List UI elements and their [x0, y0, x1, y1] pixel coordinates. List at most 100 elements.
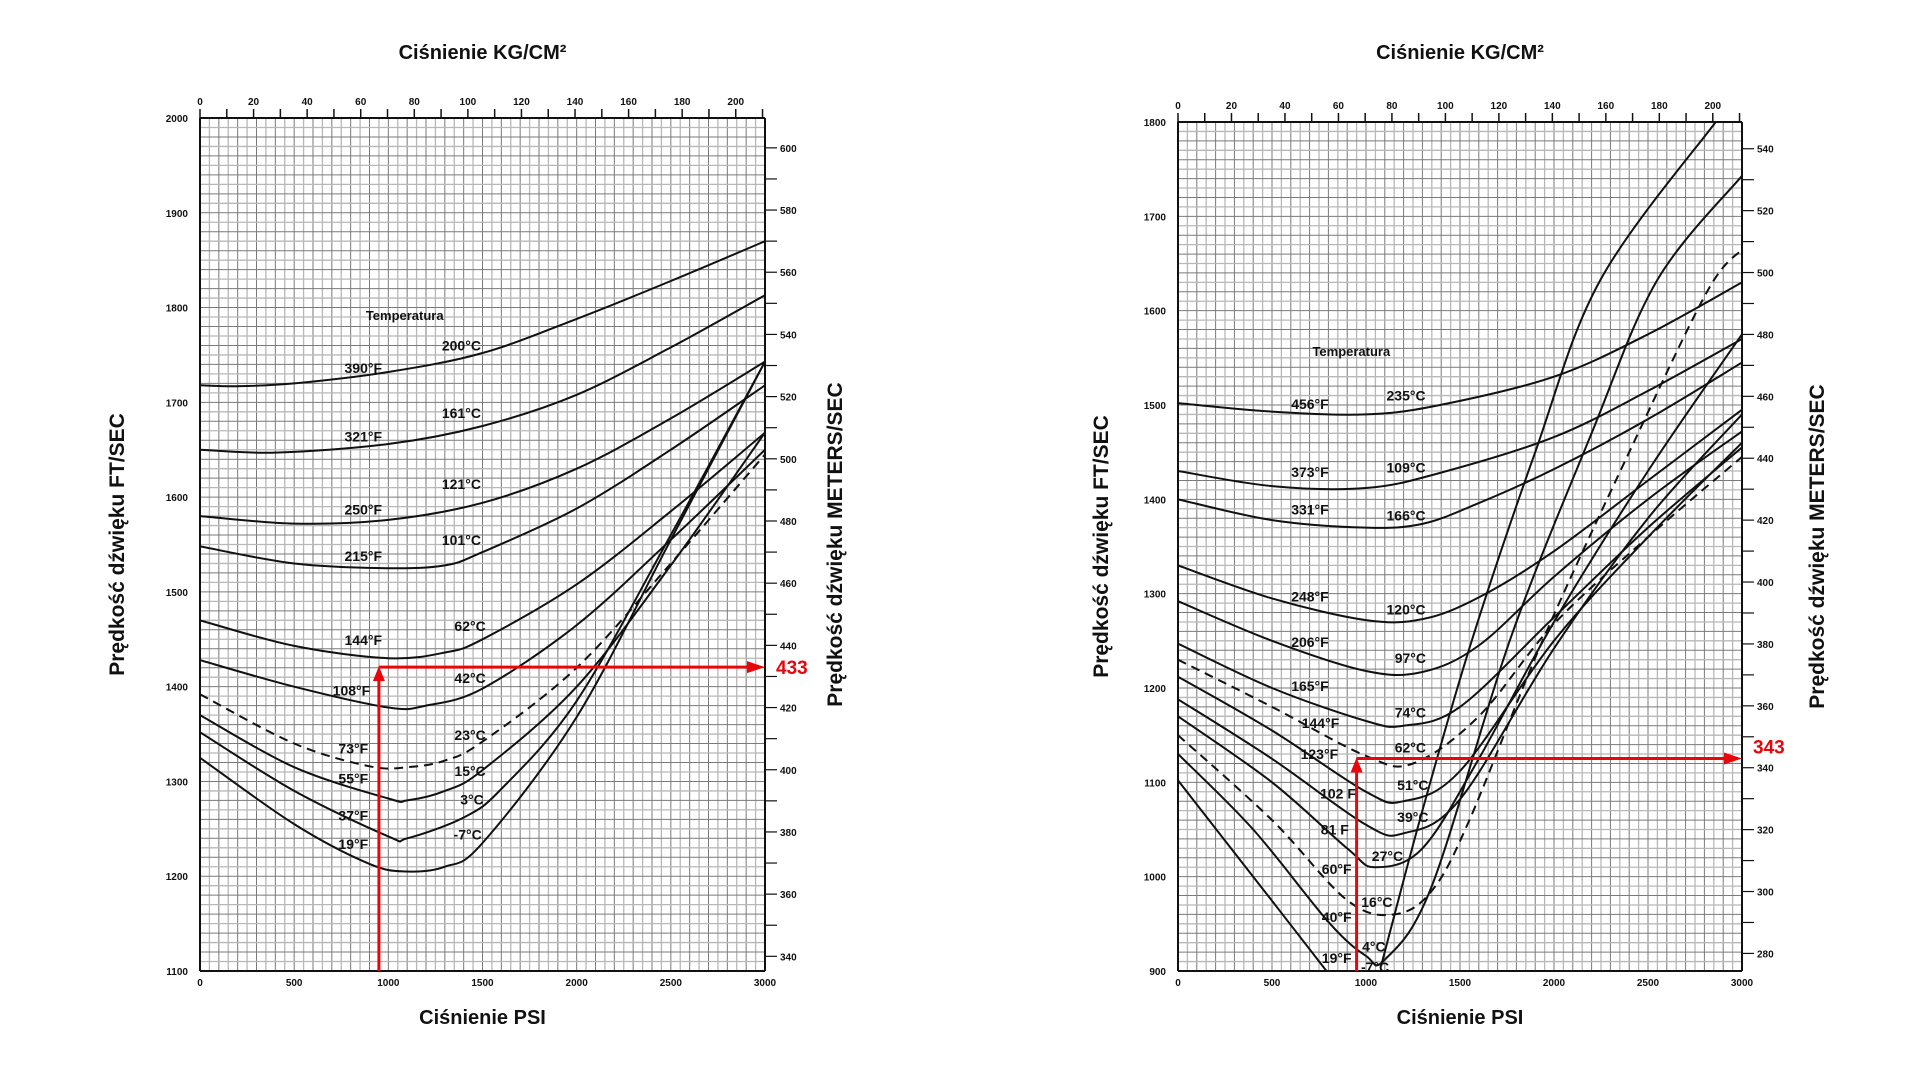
- series-label-f: 456°F: [1291, 396, 1329, 412]
- x2-tick-label: 20: [1226, 101, 1238, 112]
- series-line-331F: [1178, 361, 1742, 529]
- series-line-248F: [1178, 408, 1742, 624]
- series-label-f: 81 F: [1321, 822, 1349, 838]
- x2-tick-label: 100: [460, 97, 477, 108]
- series-label-c: 62°C: [454, 618, 485, 634]
- series-label-c: 200°C: [442, 337, 481, 353]
- series-label-f: 55°F: [338, 771, 368, 787]
- y-tick-label: 1400: [166, 683, 189, 694]
- series-label-f: 108°F: [333, 682, 371, 698]
- y-axis-title: Prędkość dźwięku FT/SEC: [1090, 415, 1113, 678]
- x-tick-label: 1500: [471, 978, 494, 989]
- series-label-c: 121°C: [442, 476, 481, 492]
- x2-tick-label: 200: [1704, 101, 1721, 112]
- series-label-c: 166°C: [1387, 507, 1426, 523]
- series-label-c: 62°C: [1395, 739, 1426, 755]
- series-label-f: 144°F: [345, 632, 383, 648]
- y2-tick-label: 540: [1757, 145, 1774, 156]
- y-tick-label: 1800: [1144, 118, 1167, 129]
- y-tick-label: 1600: [166, 493, 189, 504]
- series-label-c: 235°C: [1387, 388, 1426, 404]
- y2-tick-label: 420: [1757, 516, 1774, 527]
- series-label-c: 3°C: [460, 791, 484, 807]
- y2-tick-label: 300: [1757, 888, 1774, 899]
- y-tick-label: 1600: [1144, 307, 1167, 318]
- x2-tick-label: 80: [409, 97, 421, 108]
- x2-tick-label: 0: [197, 97, 203, 108]
- y-tick-label: 1300: [166, 777, 189, 788]
- series-line-37F: [200, 361, 765, 843]
- series-line-73F: [200, 453, 765, 770]
- x2-tick-label: 160: [620, 97, 637, 108]
- y2-axis-title: Prędkość dźwięku METERS/SEC: [1806, 384, 1829, 708]
- series-label-c: 16°C: [1361, 894, 1392, 910]
- y-tick-label: 1200: [1144, 684, 1167, 695]
- x2-tick-label: 20: [248, 97, 260, 108]
- y2-tick-label: 420: [780, 704, 797, 715]
- x-tick-label: 2000: [1543, 978, 1566, 989]
- x-tick-label: 3000: [754, 978, 777, 989]
- x2-tick-label: 120: [513, 97, 530, 108]
- chart-left: 0 500 1000 1500 2000 2500 30001100120013001400…: [106, 42, 847, 1029]
- y2-tick-label: 480: [780, 517, 797, 528]
- series-label-f: 144°F: [1302, 715, 1340, 731]
- series-label-f: 60°F: [1322, 861, 1352, 877]
- y-tick-label: 1500: [166, 588, 189, 599]
- legend-title: Temperatura: [366, 308, 445, 323]
- x2-tick-label: 140: [1544, 101, 1561, 112]
- series-label-f: 19°F: [1322, 950, 1352, 966]
- series-line-165F: [1178, 446, 1742, 728]
- series-label-f: 102 F: [1320, 786, 1356, 802]
- series-line-215F: [200, 384, 765, 570]
- x2-tick-label: 60: [1333, 101, 1345, 112]
- series-label-f: 73°F: [338, 740, 368, 756]
- x-tick-label: 0: [1175, 978, 1181, 989]
- series-label-f: 321°F: [345, 428, 383, 444]
- series-label-f: 390°F: [345, 360, 383, 376]
- series-label-c: 39°C: [1397, 809, 1428, 825]
- x2-tick-label: 0: [1175, 101, 1181, 112]
- series-label-c: -7°C: [454, 827, 482, 843]
- y-tick-label: 1700: [1144, 212, 1167, 223]
- grid: [1178, 122, 1742, 971]
- y-tick-label: 1100: [166, 967, 188, 978]
- series-line-123F: [1178, 441, 1742, 804]
- x2-tick-label: 40: [1279, 101, 1291, 112]
- series-line-321F: [200, 294, 765, 454]
- arrow-up-icon: [372, 666, 385, 682]
- series-line-60F: [1178, 248, 1742, 917]
- series-line-19F: [1178, 779, 1328, 971]
- x2-tick-label: 80: [1386, 101, 1398, 112]
- y2-tick-label: 540: [780, 330, 797, 341]
- series-label-f: 37°F: [338, 808, 368, 824]
- series-line-19F: [1380, 122, 1717, 967]
- y2-tick-label: 400: [780, 766, 797, 777]
- y2-tick-label: 500: [1757, 269, 1774, 280]
- y-tick-label: 1200: [166, 872, 189, 883]
- series-label-c: 23°C: [454, 727, 485, 743]
- series-label-f: 331°F: [1291, 502, 1329, 518]
- y2-axis-title: Prędkość dźwięku METERS/SEC: [824, 382, 847, 706]
- y2-tick-label: 520: [780, 393, 797, 404]
- x-tick-label: 1000: [377, 978, 400, 989]
- series-label-f: 250°F: [345, 501, 383, 517]
- x2-tick-label: 180: [674, 97, 691, 108]
- series-label-c: 101°C: [442, 532, 481, 548]
- y-tick-label: 2000: [166, 114, 189, 125]
- y2-tick-label: 340: [780, 952, 797, 963]
- y2-tick-label: 600: [780, 144, 797, 155]
- y2-tick-label: 380: [780, 828, 797, 839]
- y2-tick-label: 380: [1757, 640, 1774, 651]
- y-tick-label: 1300: [1144, 590, 1167, 601]
- x-tick-label: 500: [1264, 978, 1281, 989]
- x-tick-label: 2000: [566, 978, 589, 989]
- y2-tick-label: 360: [780, 890, 797, 901]
- arrow-up-icon: [1350, 757, 1363, 773]
- x-axis-title: Ciśnienie PSI: [1397, 1007, 1524, 1029]
- y-tick-label: 1400: [1144, 495, 1167, 506]
- series-line-456F: [1178, 281, 1742, 416]
- x-tick-label: 1500: [1449, 978, 1472, 989]
- y2-tick-label: 520: [1757, 207, 1774, 218]
- y2-tick-label: 340: [1757, 764, 1774, 775]
- series-line-373F: [1178, 338, 1742, 491]
